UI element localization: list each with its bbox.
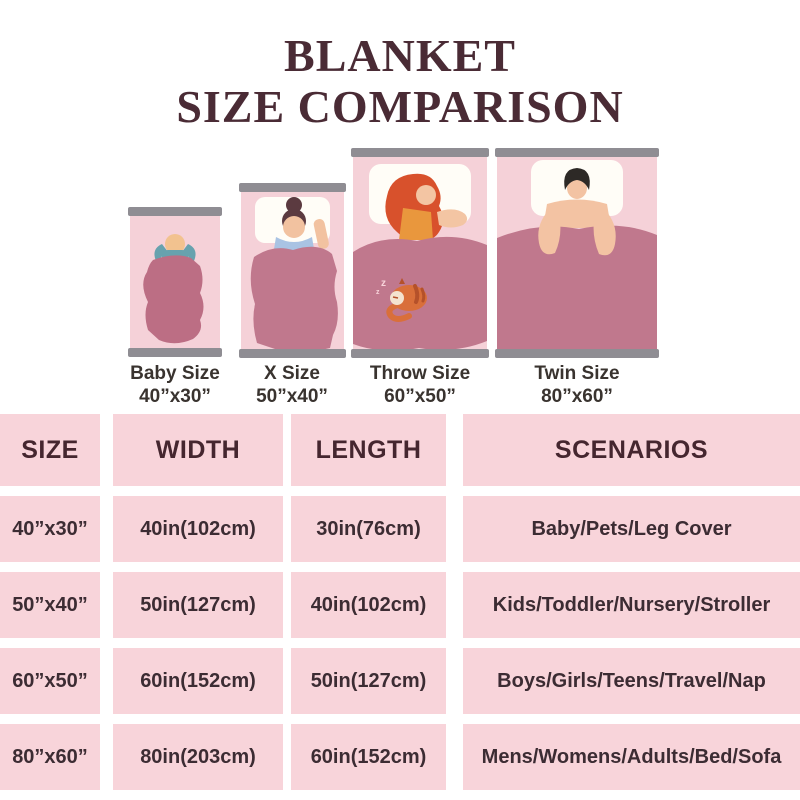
table-cell-size: 40”x30” (0, 496, 100, 562)
bed-label-baby: Baby Size 40”x30” (100, 362, 250, 408)
child-icon (250, 197, 338, 353)
table-cell-length: 60in(152cm) (291, 724, 446, 790)
bed-rail-top (495, 148, 659, 157)
page-title: BLANKET SIZE COMPARISON (0, 30, 800, 132)
table-cell-width: 40in(102cm) (113, 496, 283, 562)
blanket-shape (497, 225, 657, 350)
table-header-width: WIDTH (113, 414, 283, 486)
bed-label-name: Twin Size (534, 363, 620, 384)
table-cell-width: 50in(127cm) (113, 572, 283, 638)
bed-label-x-size: X Size 50”x40” (217, 362, 367, 408)
bed-illustration-x-size (241, 183, 344, 358)
blanket-shape (143, 255, 204, 344)
table-cell-length: 30in(76cm) (291, 496, 446, 562)
table-cell-width: 80in(203cm) (113, 724, 283, 790)
bed-rail-top (239, 183, 346, 192)
bed-label-name: Throw Size (369, 363, 471, 384)
cat-icon: z z (376, 278, 427, 322)
table-cell-scenarios: Baby/Pets/Leg Cover (463, 496, 800, 562)
svg-text:z: z (376, 289, 380, 296)
title-line-1: BLANKET (284, 30, 516, 81)
bed-label-size: 40”x30” (139, 386, 211, 407)
bed-rail-bottom (128, 348, 222, 357)
svg-text:z: z (381, 278, 386, 289)
table-header-size: SIZE (0, 414, 100, 486)
table-cell-size: 50”x40” (0, 572, 100, 638)
bed-illustration-baby (128, 207, 222, 357)
bed-illustration-throw: z z (353, 148, 487, 358)
bed-label-size: 60”x50” (384, 386, 456, 407)
bed-label-name: Baby Size (130, 363, 220, 384)
table-cell-scenarios: Mens/Womens/Adults/Bed/Sofa (463, 724, 800, 790)
title-line-2: SIZE COMPARISON (176, 81, 624, 132)
bed-illustration-twin (495, 148, 659, 358)
table-cell-length: 50in(127cm) (291, 648, 446, 714)
bed-label-name: X Size (264, 363, 320, 384)
baby-icon (143, 234, 204, 344)
bed-label-size: 50”x40” (256, 386, 328, 407)
woman-with-cat-icon: z z (353, 164, 487, 351)
table-cell-size: 60”x50” (0, 648, 100, 714)
bed-rail-bottom (495, 349, 659, 358)
bed-rail-bottom (239, 349, 346, 358)
bed-rail-top (128, 207, 222, 216)
bed-rail-bottom (351, 349, 489, 358)
bed-label-twin: Twin Size 80”x60” (502, 362, 652, 408)
table-cell-scenarios: Kids/Toddler/Nursery/Stroller (463, 572, 800, 638)
bed-label-throw: Throw Size 60”x50” (345, 362, 495, 408)
man-icon (497, 160, 657, 350)
bed-label-size: 80”x60” (541, 386, 613, 407)
table-header-scenarios: SCENARIOS (463, 414, 800, 486)
table-cell-size: 80”x60” (0, 724, 100, 790)
blanket-shape (250, 246, 338, 353)
table-cell-width: 60in(152cm) (113, 648, 283, 714)
table-header-length: LENGTH (291, 414, 446, 486)
table-cell-scenarios: Boys/Girls/Teens/Travel/Nap (463, 648, 800, 714)
table-cell-length: 40in(102cm) (291, 572, 446, 638)
bed-rail-top (351, 148, 489, 157)
